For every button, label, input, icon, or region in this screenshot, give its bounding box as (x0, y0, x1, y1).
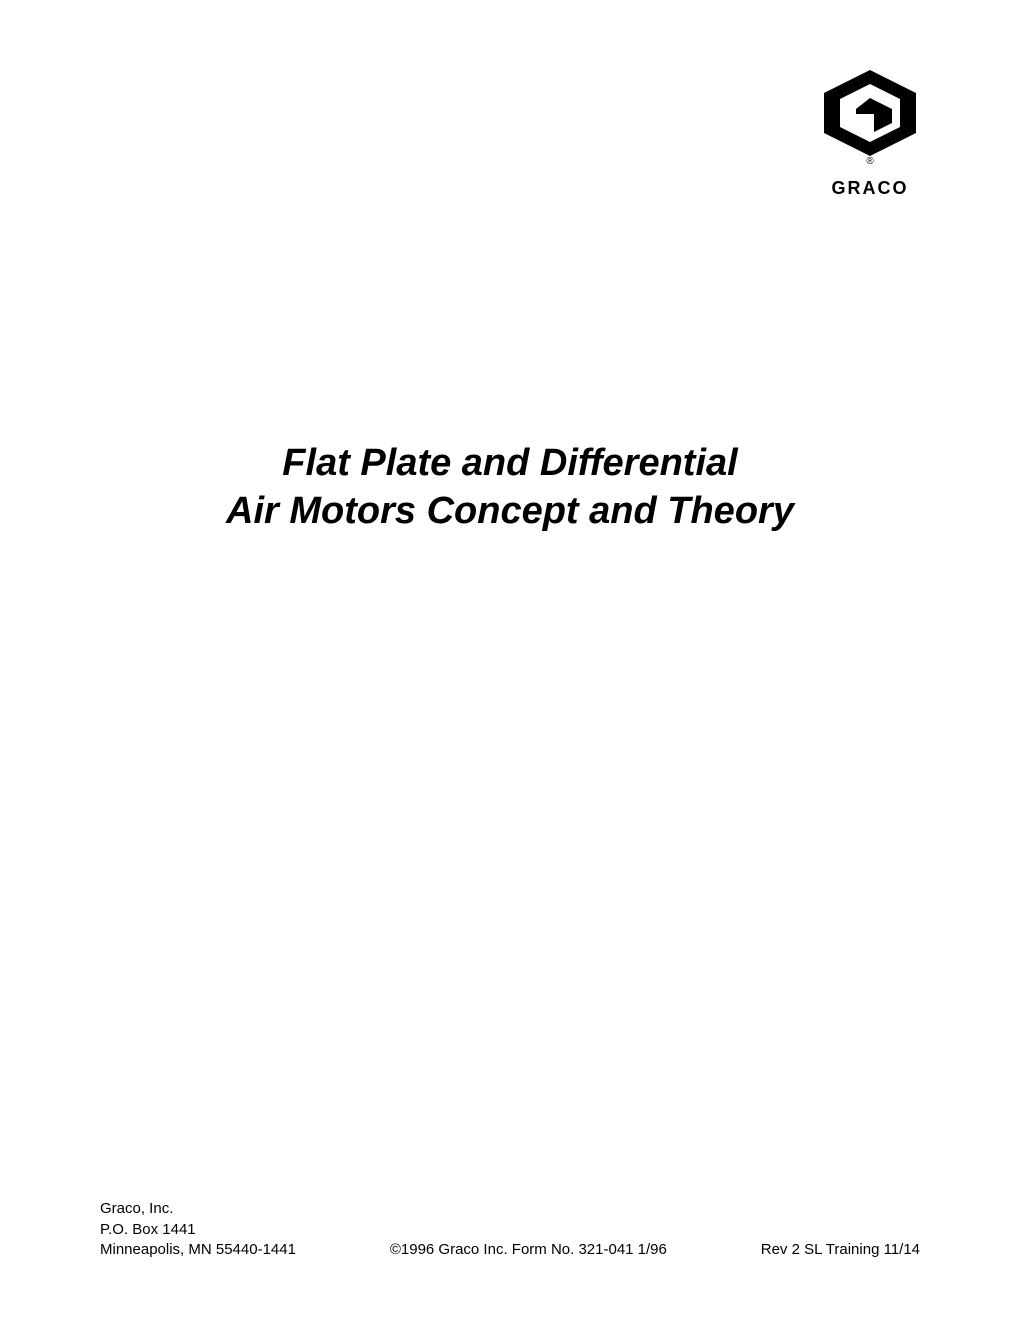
document-title: Flat Plate and Differential Air Motors C… (0, 440, 1020, 535)
brand-name: GRACO (820, 178, 920, 199)
footer-copyright: ©1996 Graco Inc. Form No. 321-041 1/96 (390, 1240, 667, 1260)
brand-logo: ® GRACO (820, 70, 920, 199)
registered-mark: ® (866, 156, 873, 167)
title-line-2: Air Motors Concept and Theory (0, 488, 1020, 536)
footer-company: Graco, Inc. (100, 1199, 920, 1219)
title-line-1: Flat Plate and Differential (0, 440, 1020, 488)
graco-logo-icon (820, 70, 920, 156)
page-footer: Graco, Inc. P.O. Box 1441 Minneapolis, M… (100, 1199, 920, 1260)
footer-revision: Rev 2 SL Training 11/14 (761, 1240, 920, 1260)
document-page: ® GRACO Flat Plate and Differential Air … (0, 0, 1020, 1320)
footer-pobox: P.O. Box 1441 (100, 1220, 920, 1240)
footer-address: Minneapolis, MN 55440-1441 (100, 1240, 296, 1260)
footer-bottom-row: Minneapolis, MN 55440-1441 ©1996 Graco I… (100, 1240, 920, 1260)
